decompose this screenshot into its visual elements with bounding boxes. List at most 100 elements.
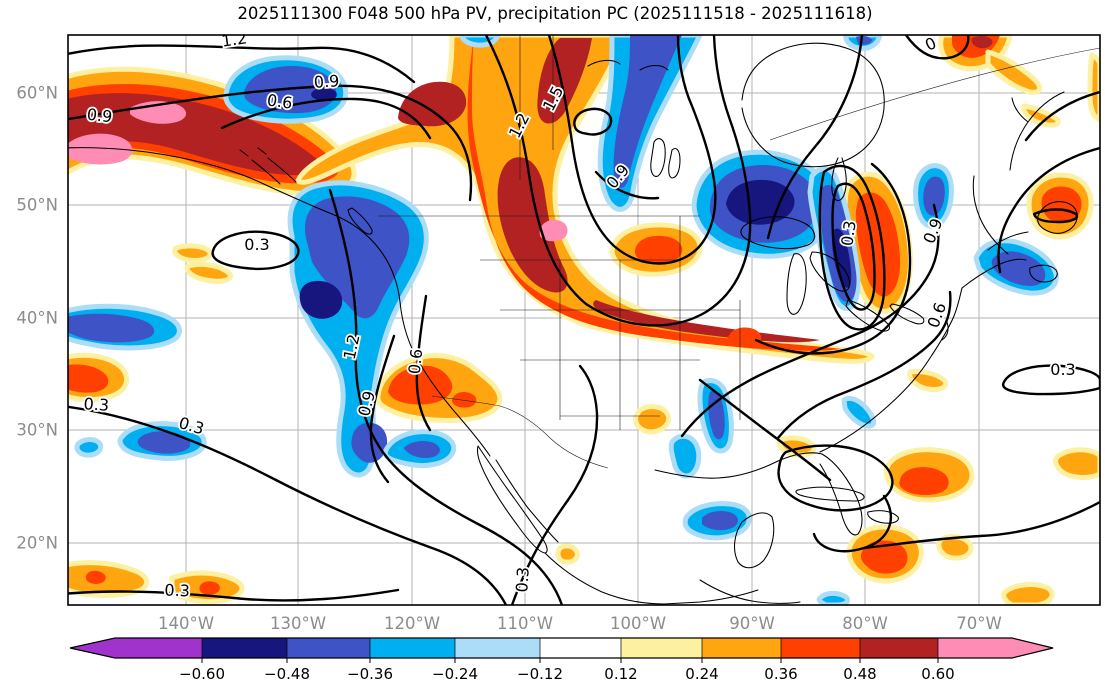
contour-0p3-bottom	[68, 588, 400, 602]
negative-anomaly-left-speck	[74, 437, 104, 458]
lat-tick-label: 50°N	[16, 196, 58, 215]
positive-anomaly-right-edge-sliver	[1087, 52, 1100, 123]
colorbar-tick-label: 0.24	[685, 665, 718, 683]
contour-1p2-trough	[484, 35, 752, 327]
colorbar: −0.60 −0.48 −0.36 −0.24 −0.12 0.12 0.24 0.36 0.4…	[69, 637, 1054, 683]
colorbar-tick-label: 0.60	[921, 665, 954, 683]
coastline-florida	[819, 453, 863, 536]
negative-anomaly-georgia	[841, 395, 877, 429]
positive-anomaly-pacnw-speck	[172, 243, 213, 263]
contour-coast-a	[328, 188, 564, 605]
coastline-gulf-california	[495, 459, 559, 543]
positive-anomaly-bottom-right	[1001, 582, 1055, 605]
us-mexico-border	[431, 395, 609, 469]
figure-title: 2025111300 F048 500 hPa PV, precipitatio…	[237, 4, 872, 23]
positive-core-pink	[68, 133, 133, 165]
coastline-hudson-bay	[741, 42, 885, 168]
colorbar-segment	[781, 638, 860, 658]
positive-core	[68, 364, 109, 393]
contour-label: 0.3	[512, 566, 533, 593]
lat-tick-label: 40°N	[16, 309, 58, 328]
colorbar-segment	[860, 638, 938, 658]
negative-core	[305, 196, 410, 319]
map-content: 1.20.90.90.60.31.21.50.91.20.60.90.30.30…	[68, 28, 1100, 605]
lake-winnipeg	[650, 138, 681, 179]
contour-0p3-mexico-diagonal	[510, 364, 599, 605]
contour-zero-arc	[904, 35, 970, 60]
positive-core-dark	[497, 157, 568, 293]
contour-label: 0.3	[83, 394, 110, 415]
contour-label: 1.2	[340, 332, 364, 361]
contour-label: 0.3	[244, 235, 269, 254]
positive-core	[860, 540, 908, 574]
lon-tick-label: 100°W	[610, 614, 666, 633]
contour-caribbean-loop	[777, 444, 894, 512]
coastline-st-lawrence	[972, 175, 1029, 255]
coastline-james-bay	[831, 157, 847, 202]
negative-core	[351, 422, 388, 463]
negative-anomaly-texas-coast	[668, 433, 702, 479]
positive-anomaly-pacnw-speck	[184, 261, 233, 284]
positive-core	[1041, 186, 1082, 224]
contour-label: 0.3	[1050, 360, 1075, 379]
positive-core	[199, 581, 220, 595]
lon-tick-label: 80°W	[842, 614, 888, 633]
anomaly-fill-regions	[68, 35, 1100, 605]
contour-coast-c	[369, 334, 396, 484]
contour-closed-loop	[573, 107, 613, 136]
contour-label: 0.6	[405, 348, 427, 375]
positive-core	[388, 365, 453, 405]
positive-core	[728, 327, 762, 348]
colorbar-segment	[702, 638, 781, 658]
colorbar-tick-label: −0.24	[432, 665, 478, 683]
coastline-mexico	[544, 552, 759, 605]
coastline-nova-scotia	[1029, 264, 1058, 283]
lake-michigan	[786, 253, 807, 315]
ontario-quebec-border	[769, 47, 1100, 141]
negative-anomaly-top-speck	[459, 35, 501, 48]
contour-label: 0.3	[837, 219, 859, 247]
positive-core-dark	[398, 81, 467, 127]
coastline-labrador	[1009, 91, 1065, 171]
positive-core	[85, 570, 106, 584]
colorbar-tick-label: 0.36	[764, 665, 797, 683]
colorbar-tick-label: −0.48	[264, 665, 310, 683]
colorbar-segment	[370, 638, 455, 658]
colorbar-tick-label: 0.12	[604, 665, 637, 683]
positive-core-dark	[537, 38, 592, 124]
colorbar-tick-label: −0.36	[347, 665, 393, 683]
contour-0p3-left-long	[68, 405, 508, 605]
contour-label: 0.6	[266, 90, 294, 112]
contour-label: 0.9	[86, 105, 113, 127]
negative-core	[702, 510, 738, 531]
coastline-gulf-coast	[654, 452, 823, 479]
positive-anomaly-virginia-coast	[907, 369, 949, 392]
colorbar-segment	[202, 638, 287, 658]
lake-erie	[845, 299, 891, 332]
contour-label: 0.3	[164, 581, 190, 601]
contour-0p3-east-oval	[1002, 364, 1100, 396]
vancouver-island	[347, 207, 373, 235]
arctic-islands	[587, 59, 669, 71]
positive-anomaly-texas	[633, 404, 672, 435]
political-borders	[378, 35, 1100, 469]
contour-label: 0.9	[313, 71, 340, 92]
colorbar-segment	[938, 638, 1012, 658]
contour-0p9-east	[680, 203, 940, 438]
colorbar-tick-label: −0.60	[179, 665, 225, 683]
lat-tick-label: 20°N	[16, 534, 58, 553]
longitude-axis: 140°W 130°W 120°W 110°W 100°W 90°W 80°W 70°W	[158, 614, 1002, 633]
coastline-east	[819, 287, 963, 453]
contour-0p6-east	[776, 290, 952, 440]
positive-core	[899, 467, 949, 496]
negative-core-navy	[726, 179, 795, 225]
positive-core-dark	[971, 35, 993, 49]
contour-label: 1.2	[220, 28, 248, 50]
colorbar-segment	[287, 638, 370, 658]
lon-tick-label: 140°W	[158, 614, 214, 633]
contour-0p9-left	[68, 84, 473, 202]
lat-tick-label: 30°N	[16, 421, 58, 440]
negative-core	[404, 440, 440, 458]
colorbar-segment	[621, 638, 702, 658]
